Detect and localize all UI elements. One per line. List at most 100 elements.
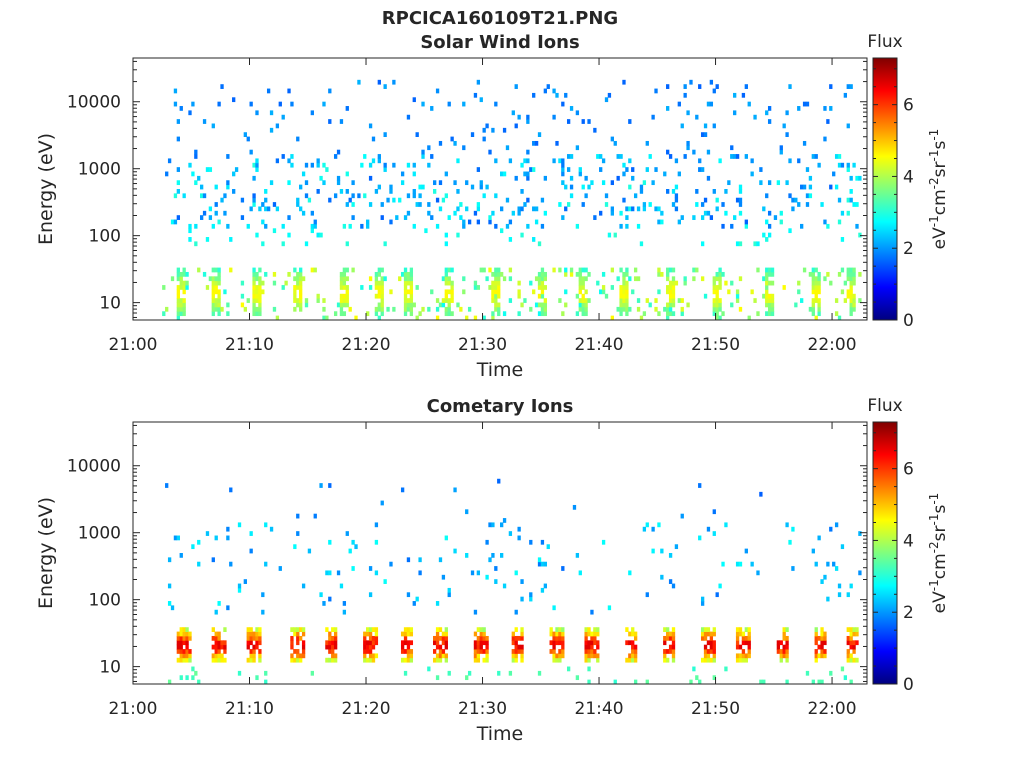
heatmap-cell [383,241,387,247]
heatmap-cell [654,167,658,172]
heatmap-cell [555,635,559,641]
heatmap-cell [403,306,408,312]
heatmap-cell [176,136,180,142]
heatmap-cell [409,293,414,299]
heatmap-cell [497,267,501,273]
heatmap-cell [843,675,848,681]
heatmap-cell [718,298,722,303]
heatmap-cell [345,302,349,308]
heatmap-cell [217,276,221,282]
heatmap-cell [767,106,772,111]
heatmap-cell [252,162,256,168]
heatmap-cell [517,635,521,641]
heatmap-cell [456,158,460,164]
heatmap-cell [427,202,431,207]
heatmap-cell [363,635,367,641]
heatmap-cell [715,293,719,299]
heatmap-cell [470,132,475,137]
heatmap-cell [182,280,186,286]
heatmap-cell [255,110,259,116]
heatmap-cell [316,189,320,194]
heatmap-cell [441,302,446,308]
heatmap-cell [703,210,708,216]
heatmap-cell [724,189,728,194]
heatmap-cell [849,635,853,641]
heatmap-cell [179,657,183,663]
heatmap-cell [389,189,393,194]
heatmap-cell [296,197,300,203]
heatmap-cell [415,132,419,137]
heatmap-cell [750,158,754,164]
heatmap-cell [811,271,815,277]
heatmap-cell [316,293,320,299]
heatmap-cell [479,635,483,641]
heatmap-cell [561,171,565,177]
heatmap-cell [345,189,349,194]
heatmap-cell [403,670,408,676]
heatmap-cell [208,215,213,220]
heatmap-cell [226,535,230,541]
heatmap-cell [721,561,725,567]
heatmap-cell [765,285,769,290]
heatmap-cell [246,657,250,663]
heatmap-cell [374,306,379,312]
heatmap-cell [756,241,760,247]
heatmap-cell [829,184,833,190]
heatmap-cell [721,202,725,207]
heatmap-cell [497,311,501,317]
heatmap-cell [322,306,326,312]
heatmap-cell [488,215,492,220]
heatmap-cell [418,311,422,317]
heatmap-cell [333,631,338,637]
heatmap-cell [633,657,638,663]
heatmap-cell [435,644,440,650]
heatmap-cell [182,289,186,295]
heatmap-cell [220,640,224,646]
heatmap-cell [840,162,845,168]
heatmap-cell [261,241,265,247]
heatmap-cell [561,167,565,172]
heatmap-cell [636,276,641,282]
heatmap-cell [596,280,600,286]
heatmap-cell [695,267,699,273]
heatmap-cell [622,197,626,203]
heatmap-cell [858,271,862,277]
heatmap-cell [814,631,818,637]
heatmap-cell [435,631,440,637]
heatmap-cell [281,114,285,120]
heatmap-cell [232,171,236,177]
heatmap-cell [700,631,705,637]
heatmap-cell [179,644,183,650]
y-tick-label: 10000 [67,93,121,113]
heatmap-cell [587,679,591,685]
heatmap-cell [226,605,230,611]
heatmap-cell [406,306,411,312]
heatmap-cell [849,197,853,203]
heatmap-cell [808,175,813,181]
heatmap-cell [569,184,574,190]
heatmap-cell [738,631,743,637]
heatmap-cell [712,649,716,654]
heatmap-cell [733,154,737,159]
heatmap-cell [400,171,405,177]
heatmap-cell [223,193,227,199]
heatmap-cell [523,171,527,177]
heatmap-cell [377,267,381,273]
heatmap-cell [741,92,746,98]
heatmap-cell [502,311,507,317]
heatmap-cell [534,276,539,282]
heatmap-cell [377,306,381,312]
heatmap-cell [494,101,498,107]
heatmap-cell [666,289,670,295]
heatmap-cell [182,649,186,654]
heatmap-cell [703,123,708,129]
heatmap-cell [325,167,329,172]
heatmap-cell [540,539,545,545]
heatmap-cell [366,223,370,229]
heatmap-cell [846,657,850,663]
heatmap-cell [700,635,705,641]
heatmap-cell [351,215,355,220]
heatmap-cell [296,640,300,646]
heatmap-cell [389,561,393,567]
heatmap-cell [566,666,571,672]
